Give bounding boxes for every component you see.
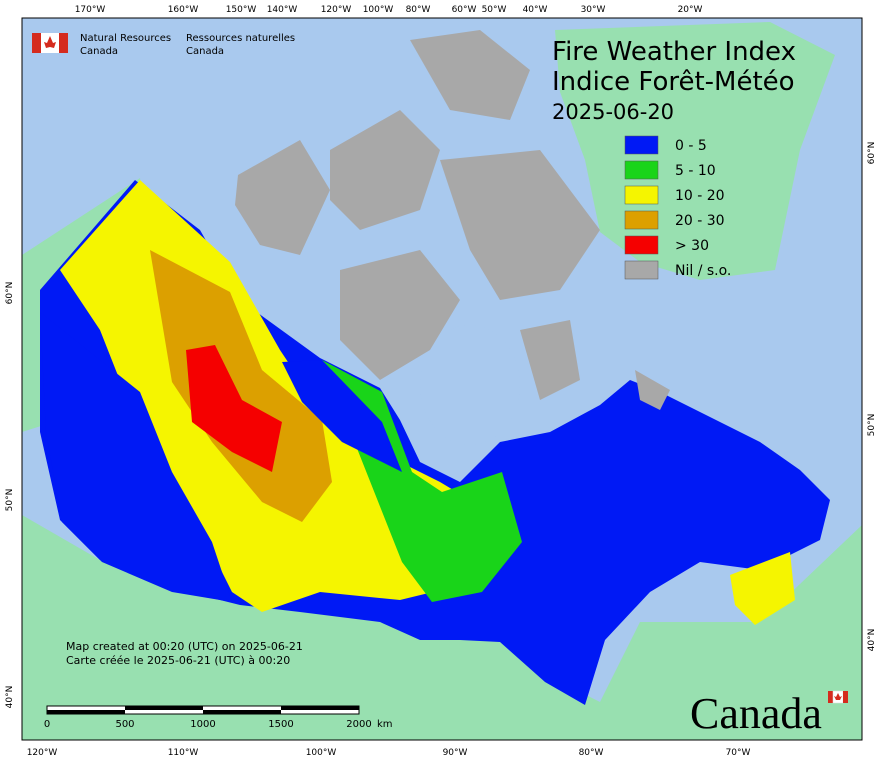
scale-label: 1500 [268,719,293,730]
title-fr: Indice Forêt-Météo [552,67,795,97]
scale-bar-segment [281,706,359,710]
department-fr: Ressources naturelles [186,33,295,44]
maple-leaf [834,693,842,700]
longitude-label: 100°W [363,5,394,15]
longitude-label: 60°W [452,5,477,15]
scale-bar: 0 500 1000 1500 2000 km [44,705,393,730]
scale-label: 500 [115,719,134,730]
latitude-label: 60°N [867,142,877,165]
legend-label: 10 - 20 [675,188,725,204]
legend-label: 0 - 5 [675,138,707,154]
legend-swatch [624,235,659,255]
longitude-label: 120°W [321,5,352,15]
scale-label: 2000 [346,719,371,730]
longitude-label: 90°W [443,748,468,758]
maple-leaf [44,36,56,48]
fwi-extreme [186,345,282,472]
longitude-label: 40°W [523,5,548,15]
latitude-label: 60°N [5,282,15,305]
created-fr: Carte créée le 2025-06-21 (UTC) à 00:20 [66,654,290,667]
legend-label: 5 - 10 [675,163,716,179]
longitude-label: 50°W [482,5,507,15]
department-fr: Canada [186,46,224,57]
map-date: 2025-06-20 [552,100,674,124]
longitude-label: 20°W [678,5,703,15]
fwi-maritimes [730,552,795,625]
latitude-label: 50°N [5,489,15,512]
longitude-label: 140°W [267,5,298,15]
flag-bar [828,691,833,703]
longitude-label: 170°W [75,5,106,15]
legend-label: > 30 [675,238,709,254]
island [330,110,440,230]
fwi-high [150,250,332,522]
graticule-labels: 170°W 160°W 150°W 140°W 120°W 100°W 80°W 60°W 50… [5,5,877,758]
flag-bar [59,33,68,53]
legend-label: 20 - 30 [675,213,725,229]
longitude-label: 150°W [226,5,257,15]
longitude-label: 30°W [581,5,606,15]
department-en: Canada [80,46,118,57]
flag-bar [32,33,41,53]
island [520,320,580,400]
hudson-bay [420,325,520,445]
map-area [21,17,863,741]
legend-swatch [624,160,659,180]
arctic-islands [235,30,670,410]
legend-swatch [624,185,659,205]
title-en: Fire Weather Index [552,37,796,67]
island [410,30,530,120]
map-frame [21,17,863,741]
scale-label: 0 [44,719,50,730]
legend-swatch [624,260,659,280]
created-en: Map created at 00:20 (UTC) on 2025-06-21 [66,640,303,653]
longitude-label: 80°W [579,748,604,758]
legend-swatch [624,135,659,155]
island [340,250,460,380]
longitude-label: 70°W [726,748,751,758]
latitude-label: 40°N [5,686,15,709]
longitude-label: 100°W [306,748,337,758]
longitude-label: 120°W [27,748,58,758]
island [235,140,330,255]
latitude-label: 40°N [867,629,877,652]
nrcan-signature: Natural Resources Canada Ressources natu… [32,33,295,57]
flag-bar [843,691,848,703]
scale-bar-segment [47,710,125,714]
scale-unit: km [377,719,393,730]
longitude-label: 110°W [168,748,199,758]
legend-swatch [624,210,659,230]
longitude-label: 80°W [406,5,431,15]
scale-bar-segment [203,710,281,714]
fwi-low-west [40,312,232,602]
longitude-label: 160°W [168,5,199,15]
island [440,150,600,300]
fwi-low-central [282,360,402,472]
island [635,370,670,410]
scale-bar-segment [125,706,203,710]
department-en: Natural Resources [80,33,171,44]
canada-wordmark: Canada [690,689,848,738]
latitude-label: 50°N [867,414,877,437]
wordmark: Canada [690,689,822,738]
scale-label: 1000 [190,719,215,730]
legend-label: Nil / s.o. [675,263,731,279]
legend: 0 - 5 5 - 10 10 - 20 20 - 30 > 30 Nil / s.o. [624,135,731,280]
